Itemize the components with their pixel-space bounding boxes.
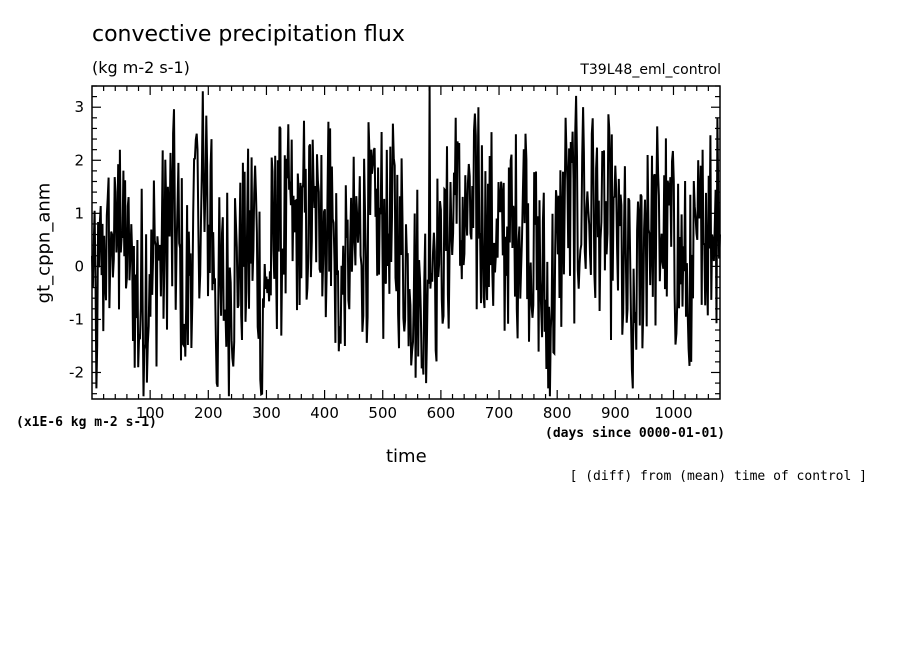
y-tick-label: 0 <box>74 257 84 275</box>
y-scale-note: (x1E-6 kg m-2 s-1) <box>16 415 157 430</box>
x-tick-label: 700 <box>485 404 514 422</box>
x-tick-label: 500 <box>368 404 397 422</box>
footnote: [ (diff) from (mean) time of control ] <box>569 469 867 484</box>
y-tick-label: -2 <box>69 363 84 381</box>
y-tick-label: 3 <box>74 98 84 116</box>
x-tick-label: 900 <box>601 404 630 422</box>
x-tick-label: 200 <box>194 404 223 422</box>
x-tick-label: 800 <box>543 404 572 422</box>
chart-title: convective precipitation flux <box>92 22 405 47</box>
x-axis-label: time <box>386 446 427 467</box>
axis-ticks: 100 200 300 400 500 600 700 800 900 1000 -2 -1 0 1 2 3 <box>69 85 720 422</box>
y-tick-label: 2 <box>74 151 84 169</box>
series-line <box>91 85 721 397</box>
x-tick-label: 300 <box>252 404 281 422</box>
y-tick-label: 1 <box>74 204 84 222</box>
run-name: T39L48_eml_control <box>580 62 721 78</box>
chart-units: (kg m-2 s-1) <box>92 58 190 77</box>
y-tick-label: -1 <box>69 310 84 328</box>
x-tick-label: 1000 <box>654 404 692 422</box>
x-tick-label: 100 <box>136 404 165 422</box>
x-tick-label: 600 <box>427 404 456 422</box>
x-tick-label: 400 <box>310 404 339 422</box>
x-axis-unit-note: (days since 0000-01-01) <box>545 426 726 441</box>
series-group <box>91 85 721 397</box>
